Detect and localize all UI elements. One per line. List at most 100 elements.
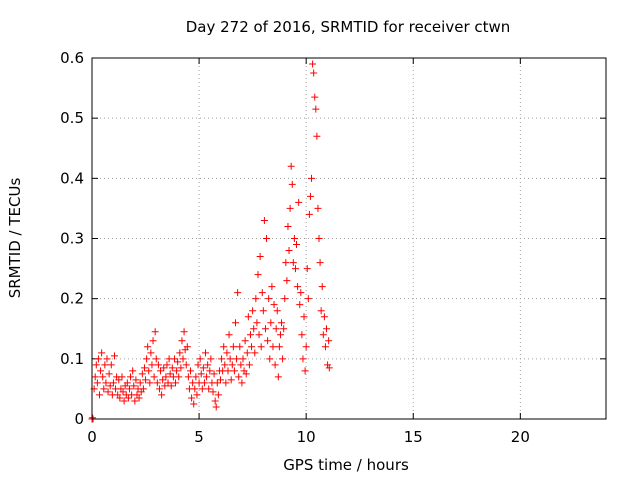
data-point: [268, 283, 276, 291]
data-points: [88, 60, 333, 423]
data-point: [140, 364, 148, 372]
data-point: [254, 271, 262, 279]
data-point: [200, 379, 208, 387]
data-point: [193, 391, 201, 399]
data-point: [157, 367, 165, 375]
data-point: [228, 361, 236, 369]
data-point: [245, 361, 253, 369]
data-point: [173, 367, 181, 375]
data-point: [291, 265, 299, 273]
data-point: [179, 355, 187, 363]
tick-labels: 0 5 10 15 20 0 0.1 0.2 0.3 0.4 0.5 0.6: [60, 49, 530, 446]
data-point: [278, 319, 286, 327]
data-point: [272, 325, 280, 333]
data-point: [297, 289, 305, 297]
data-point: [149, 337, 157, 345]
data-point: [102, 379, 110, 387]
data-point: [188, 394, 196, 402]
data-point: [293, 241, 301, 249]
data-point: [94, 355, 102, 363]
data-point: [175, 373, 183, 381]
data-point: [100, 385, 108, 393]
data-point: [244, 313, 252, 321]
data-point: [284, 222, 292, 230]
data-point: [274, 373, 282, 381]
data-point: [282, 259, 290, 267]
data-point: [309, 60, 317, 68]
data-point: [286, 204, 294, 212]
data-point: [98, 349, 106, 357]
data-point: [178, 337, 186, 345]
data-point: [288, 180, 296, 188]
data-point: [290, 235, 298, 242]
data-point: [276, 331, 284, 339]
data-point: [206, 367, 214, 375]
data-point: [104, 388, 112, 396]
data-point: [131, 397, 139, 405]
data-point: [279, 355, 287, 363]
data-point: [320, 313, 328, 321]
data-point: [325, 364, 333, 372]
data-point: [147, 349, 155, 357]
data-point: [238, 379, 246, 387]
data-point: [229, 343, 237, 351]
data-point: [289, 259, 297, 267]
plot-frame: [91, 57, 607, 420]
data-point: [146, 379, 154, 387]
data-point: [101, 361, 109, 369]
data-point: [295, 198, 303, 206]
data-point: [283, 277, 291, 285]
data-point: [214, 391, 222, 399]
data-point: [144, 343, 152, 351]
data-point: [180, 328, 188, 336]
data-point: [318, 283, 326, 291]
data-point: [95, 391, 103, 399]
x-tick-label: 10: [297, 428, 316, 446]
data-point: [192, 373, 200, 381]
data-point: [317, 307, 325, 315]
data-point: [125, 385, 133, 393]
data-point: [183, 343, 191, 351]
data-point: [139, 385, 147, 393]
y-tick-label: 0.1: [60, 350, 84, 368]
data-point: [270, 301, 278, 309]
data-point: [237, 361, 245, 369]
data-point: [275, 343, 283, 351]
data-point: [246, 331, 254, 339]
data-point: [263, 235, 271, 242]
data-point: [210, 370, 218, 378]
x-tick-label: 5: [194, 428, 204, 446]
data-point: [227, 376, 235, 384]
data-point: [158, 391, 166, 399]
data-point: [256, 253, 264, 261]
data-point: [260, 216, 268, 224]
data-point: [177, 364, 185, 372]
data-point: [199, 364, 207, 372]
data-point: [135, 394, 143, 402]
data-point: [251, 349, 259, 357]
data-point: [304, 295, 312, 303]
data-point: [194, 361, 202, 369]
data-point: [103, 355, 111, 363]
data-point: [150, 373, 158, 381]
data-point: [296, 301, 304, 309]
x-axis-label: GPS time / hours: [283, 456, 409, 474]
data-point: [153, 379, 161, 387]
data-point: [243, 349, 251, 357]
data-point: [287, 162, 295, 170]
data-point: [170, 355, 178, 363]
data-point: [281, 295, 289, 303]
x-tick-label: 15: [404, 428, 423, 446]
data-point: [166, 370, 174, 378]
data-point: [152, 355, 160, 363]
data-point: [223, 349, 231, 357]
data-point: [145, 367, 153, 375]
data-point: [163, 361, 171, 369]
data-point: [162, 373, 170, 381]
data-point: [222, 379, 230, 387]
data-point: [174, 358, 182, 366]
data-point: [253, 319, 261, 327]
x-tick-label: 20: [511, 428, 530, 446]
data-point: [184, 373, 192, 381]
